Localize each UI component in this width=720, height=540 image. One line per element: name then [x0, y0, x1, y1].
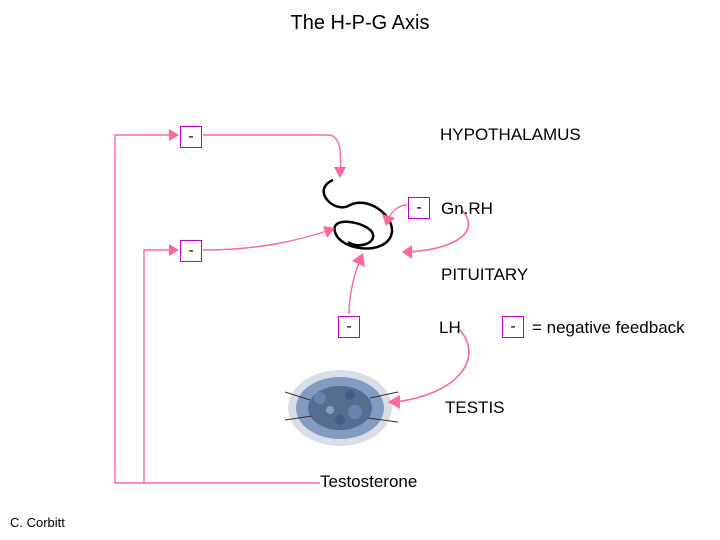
lh-label: LH	[439, 318, 461, 338]
author-credit: C. Corbitt	[10, 515, 65, 530]
arrow-testosterone-feedback-inner	[144, 244, 179, 483]
pituitary-label: PITUITARY	[441, 265, 528, 285]
arrow-lh-box-up	[349, 253, 365, 314]
minus-box-lh: -	[338, 316, 360, 338]
hypothalamus-label: HYPOTHALAMUS	[440, 125, 581, 145]
minus-box-legend: -	[502, 316, 524, 338]
diagram-svg	[0, 0, 720, 540]
pituitary-squiggle	[324, 180, 392, 248]
arrow-gnrh-box-to-squiggle	[382, 205, 407, 226]
minus-box-hypothalamus-feedback: -	[180, 126, 202, 148]
minus-box-pituitary-feedback: -	[180, 240, 202, 262]
arrow-feedback-mid-to-pituitary	[203, 226, 335, 250]
testis-label: TESTIS	[445, 398, 505, 418]
gnrh-label: Gn.RH	[441, 199, 493, 219]
arrow-feedback-top-to-hypothalamus	[203, 135, 346, 178]
arrow-testosterone-feedback-outer	[115, 129, 320, 483]
testis-image	[285, 370, 398, 446]
testosterone-label: Testosterone	[320, 472, 417, 492]
minus-box-gnrh: -	[408, 197, 430, 219]
legend-label: = negative feedback	[532, 318, 685, 338]
